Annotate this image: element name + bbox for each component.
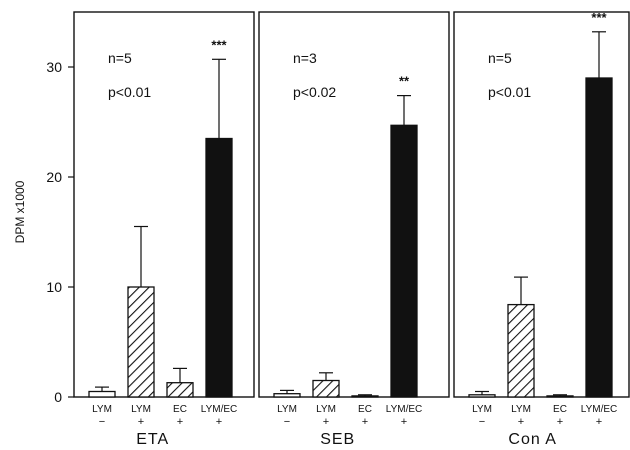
- panels: 0102030n=5p<0.01LYM−LYM+EC+***LYM/EC+ETA…: [46, 10, 630, 448]
- bar: [273, 393, 301, 398]
- bar: [390, 124, 418, 398]
- category-sign: +: [557, 416, 563, 428]
- p-value-annotation: p<0.02: [293, 84, 336, 100]
- panel-title: Con A: [508, 431, 557, 448]
- panel-frame: [258, 11, 450, 398]
- bar: [127, 286, 155, 398]
- category-label: EC: [358, 404, 372, 415]
- significance-marker: ***: [591, 10, 607, 25]
- category-label: LYM/EC: [581, 404, 618, 415]
- y-tick-label: 30: [46, 59, 62, 75]
- category-sign: +: [362, 416, 368, 428]
- y-tick-label: 20: [46, 169, 62, 185]
- category-label: EC: [173, 404, 187, 415]
- p-value-annotation: p<0.01: [488, 84, 531, 100]
- y-tick-label: 10: [46, 279, 62, 295]
- n-annotation: n=3: [293, 50, 317, 66]
- bar: [585, 77, 613, 398]
- p-value-annotation: p<0.01: [108, 84, 151, 100]
- panel-title: ETA: [136, 431, 169, 448]
- category-label: LYM: [92, 404, 112, 415]
- category-label: LYM: [131, 404, 151, 415]
- category-label: LYM/EC: [386, 404, 423, 415]
- category-label: LYM/EC: [201, 404, 238, 415]
- category-sign: +: [518, 416, 524, 428]
- category-sign: −: [99, 416, 105, 428]
- y-tick-label: 0: [54, 389, 62, 405]
- bar: [312, 379, 340, 398]
- category-sign: +: [216, 416, 222, 428]
- category-label: LYM: [316, 404, 336, 415]
- panel-frame: [453, 11, 630, 398]
- n-annotation: n=5: [108, 50, 132, 66]
- y-axis-label: DPM x1000: [13, 180, 27, 243]
- bar: [351, 395, 379, 398]
- bar: [546, 395, 574, 398]
- bar: [88, 390, 116, 398]
- bar: [166, 382, 194, 398]
- bar: [468, 394, 496, 398]
- category-sign: +: [401, 416, 407, 428]
- category-label: LYM: [511, 404, 531, 415]
- category-sign: +: [596, 416, 602, 428]
- category-sign: +: [323, 416, 329, 428]
- panel-title: SEB: [320, 431, 355, 448]
- panel-frame: [73, 11, 255, 398]
- category-sign: +: [138, 416, 144, 428]
- category-label: LYM: [277, 404, 297, 415]
- bar: [205, 137, 233, 398]
- category-sign: −: [479, 416, 485, 428]
- bar: [507, 303, 535, 398]
- significance-marker: ***: [211, 37, 227, 52]
- category-label: LYM: [472, 404, 492, 415]
- category-sign: −: [284, 416, 290, 428]
- significance-marker: **: [399, 74, 410, 89]
- category-sign: +: [177, 416, 183, 428]
- n-annotation: n=5: [488, 50, 512, 66]
- category-label: EC: [553, 404, 567, 415]
